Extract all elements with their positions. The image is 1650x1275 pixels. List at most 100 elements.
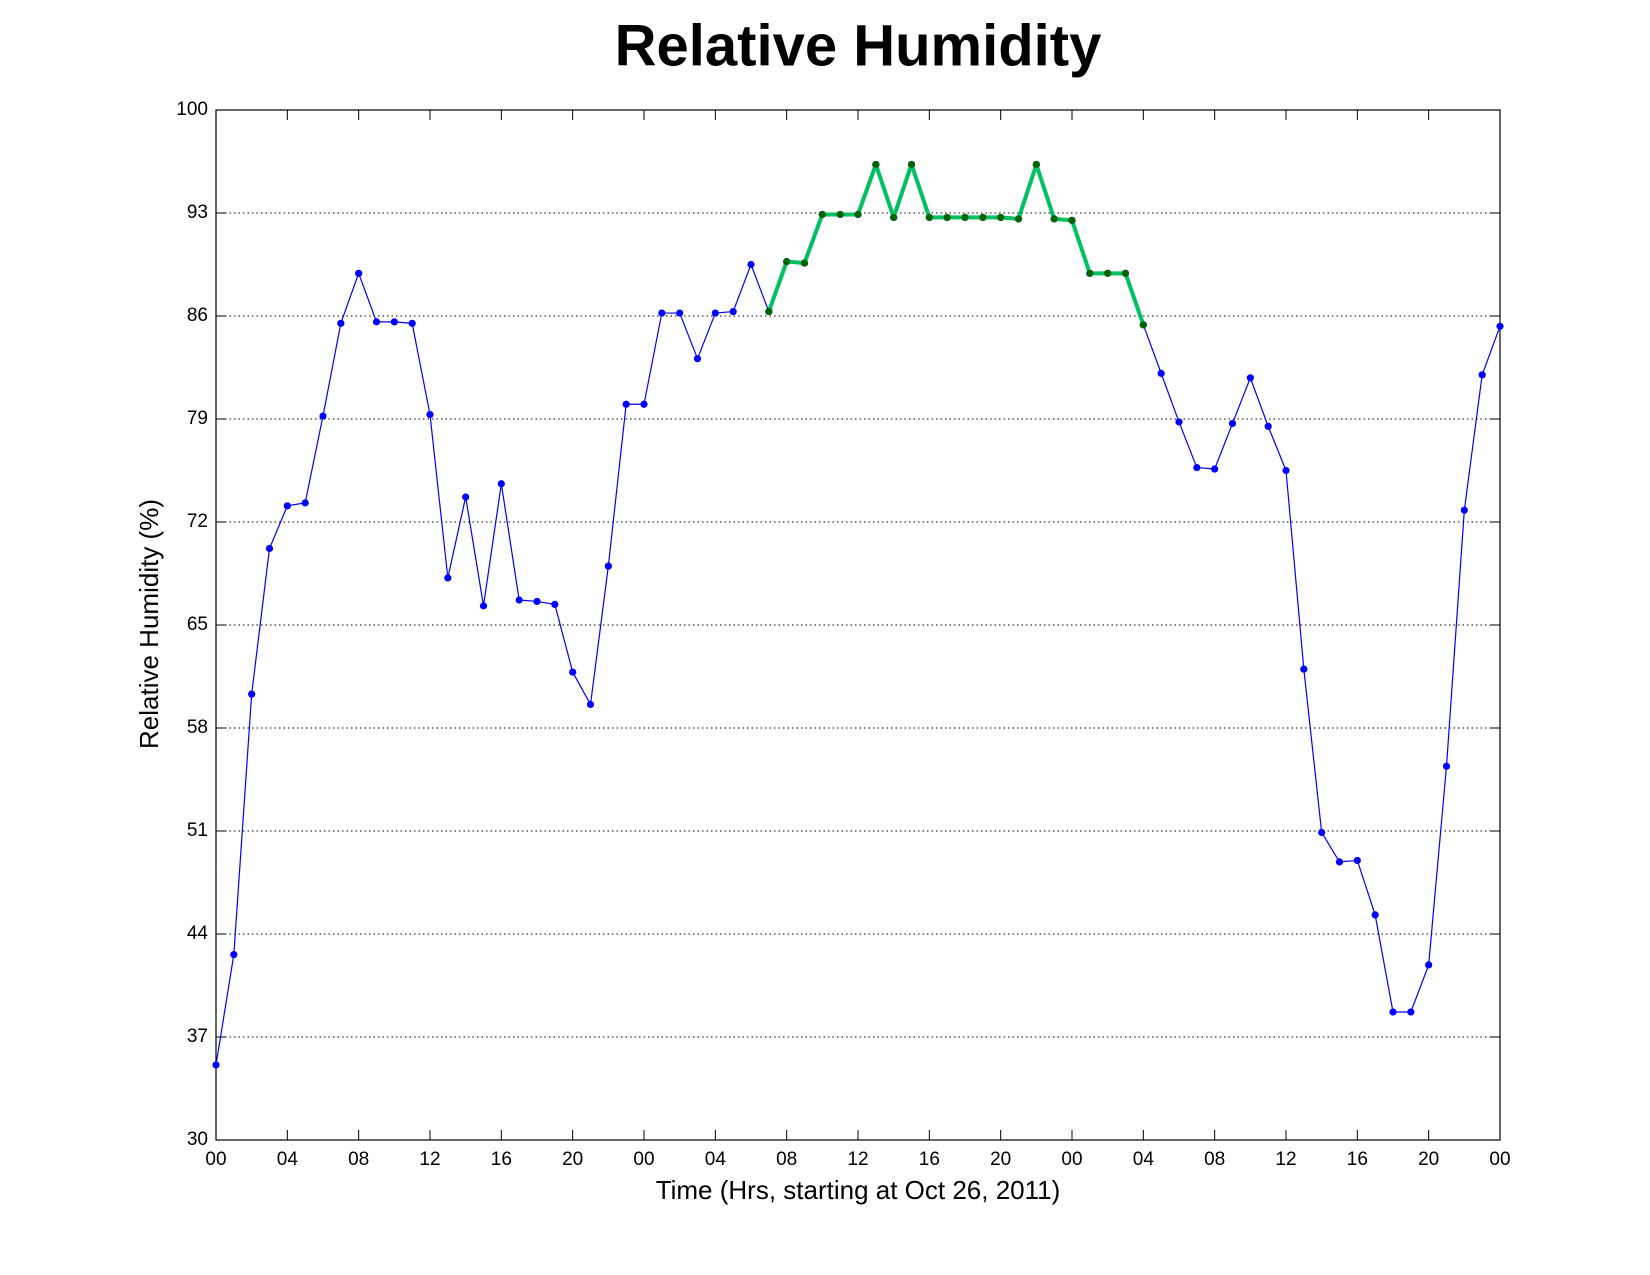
- data-point: [783, 257, 791, 266]
- data-point: [1282, 466, 1290, 475]
- data-point: [372, 318, 381, 326]
- x-tick-label: 04: [1133, 1149, 1155, 1170]
- data-point: [1246, 374, 1254, 382]
- data-point: [1425, 961, 1433, 969]
- data-point: [961, 213, 969, 222]
- data-point: [551, 600, 559, 609]
- data-point: [479, 602, 488, 610]
- x-tick-label: 12: [1275, 1149, 1296, 1170]
- data-point: [604, 562, 612, 570]
- data-point: [854, 210, 862, 219]
- data-point: [1050, 215, 1058, 223]
- data-point: [800, 259, 809, 267]
- data-point: [586, 700, 595, 709]
- x-tick-label: 00: [205, 1149, 226, 1170]
- data-point: [1157, 369, 1165, 377]
- data-point: [355, 269, 363, 277]
- y-tick-label: 30: [187, 1129, 208, 1150]
- data-point: [1371, 911, 1379, 919]
- data-point: [1104, 269, 1112, 277]
- data-point: [890, 213, 898, 222]
- data-point: [533, 597, 541, 606]
- x-tick-label: 16: [491, 1149, 512, 1170]
- y-tick-label: 72: [187, 511, 208, 532]
- data-point: [444, 574, 452, 582]
- data-point: [497, 480, 505, 488]
- y-tick-label: 37: [187, 1026, 208, 1047]
- data-point: [1264, 422, 1272, 430]
- y-tick-label: 79: [187, 408, 208, 429]
- chart-title: Relative Humidity: [615, 13, 1102, 78]
- data-point: [658, 309, 666, 317]
- data-point: [1442, 762, 1451, 770]
- x-tick-label: 20: [990, 1149, 1011, 1170]
- x-tick-label: 04: [277, 1149, 299, 1170]
- data-point: [265, 544, 274, 553]
- data-point: [1211, 465, 1219, 473]
- data-point: [408, 319, 416, 327]
- data-point: [462, 493, 470, 501]
- data-point: [872, 160, 880, 169]
- data-point: [943, 213, 951, 222]
- y-tick-label: 44: [187, 923, 209, 944]
- data-point: [230, 951, 238, 959]
- y-tick-label: 93: [187, 202, 208, 223]
- x-tick-label: 12: [847, 1149, 868, 1170]
- x-tick-label: 04: [705, 1149, 727, 1170]
- data-point: [711, 309, 719, 317]
- y-tick-label: 86: [187, 305, 208, 326]
- data-point: [925, 213, 933, 222]
- data-point: [515, 596, 523, 604]
- data-point: [640, 400, 648, 408]
- data-point: [1032, 160, 1040, 169]
- series-line: [215, 163, 1501, 1066]
- x-tick-label: 00: [633, 1149, 654, 1170]
- y-tick-label: 51: [187, 820, 208, 841]
- data-point: [1335, 858, 1344, 866]
- data-point: [319, 412, 327, 420]
- data-point: [1175, 418, 1183, 426]
- y-tick-label: 58: [187, 717, 208, 738]
- data-point: [283, 502, 291, 510]
- data-point: [622, 400, 630, 408]
- data-point: [1228, 419, 1237, 428]
- data-point: [1460, 506, 1468, 514]
- data-point: [337, 319, 345, 327]
- x-tick-label: 00: [1061, 1149, 1082, 1170]
- data-point: [1353, 856, 1361, 865]
- data-point: [248, 690, 256, 698]
- data-point: [765, 307, 773, 316]
- data-point: [747, 260, 755, 269]
- data-point: [836, 210, 844, 219]
- data-point: [729, 307, 737, 316]
- x-tick-label: 20: [1418, 1149, 1439, 1170]
- series-line: [766, 162, 1146, 326]
- x-tick-label: 08: [348, 1149, 369, 1170]
- data-point: [676, 309, 684, 317]
- plot-frame: [215, 109, 1501, 1141]
- x-tick-label: 08: [776, 1149, 797, 1170]
- data-point: [1014, 215, 1023, 223]
- data-point: [1478, 371, 1486, 379]
- data-point: [1318, 828, 1326, 837]
- data-point: [1496, 322, 1504, 330]
- y-tick-label: 65: [187, 614, 208, 635]
- data-point: [301, 499, 309, 507]
- x-axis-label: Time (Hrs, starting at Oct 26, 2011): [656, 1175, 1061, 1205]
- data-point: [1139, 321, 1147, 329]
- x-tick-label: 00: [1489, 1149, 1510, 1170]
- data-point: [1121, 269, 1130, 277]
- x-tick-label: 08: [1204, 1149, 1225, 1170]
- y-tick-label: 100: [176, 99, 208, 120]
- data-point: [818, 210, 826, 219]
- data-point: [1068, 216, 1076, 224]
- data-point: [390, 318, 398, 326]
- data-point: [997, 213, 1005, 222]
- x-tick-label: 12: [419, 1149, 440, 1170]
- data-point: [1193, 463, 1201, 472]
- x-tick-label: 16: [1347, 1149, 1368, 1170]
- y-axis-label: Relative Humidity (%): [134, 499, 164, 749]
- data-point: [426, 410, 434, 419]
